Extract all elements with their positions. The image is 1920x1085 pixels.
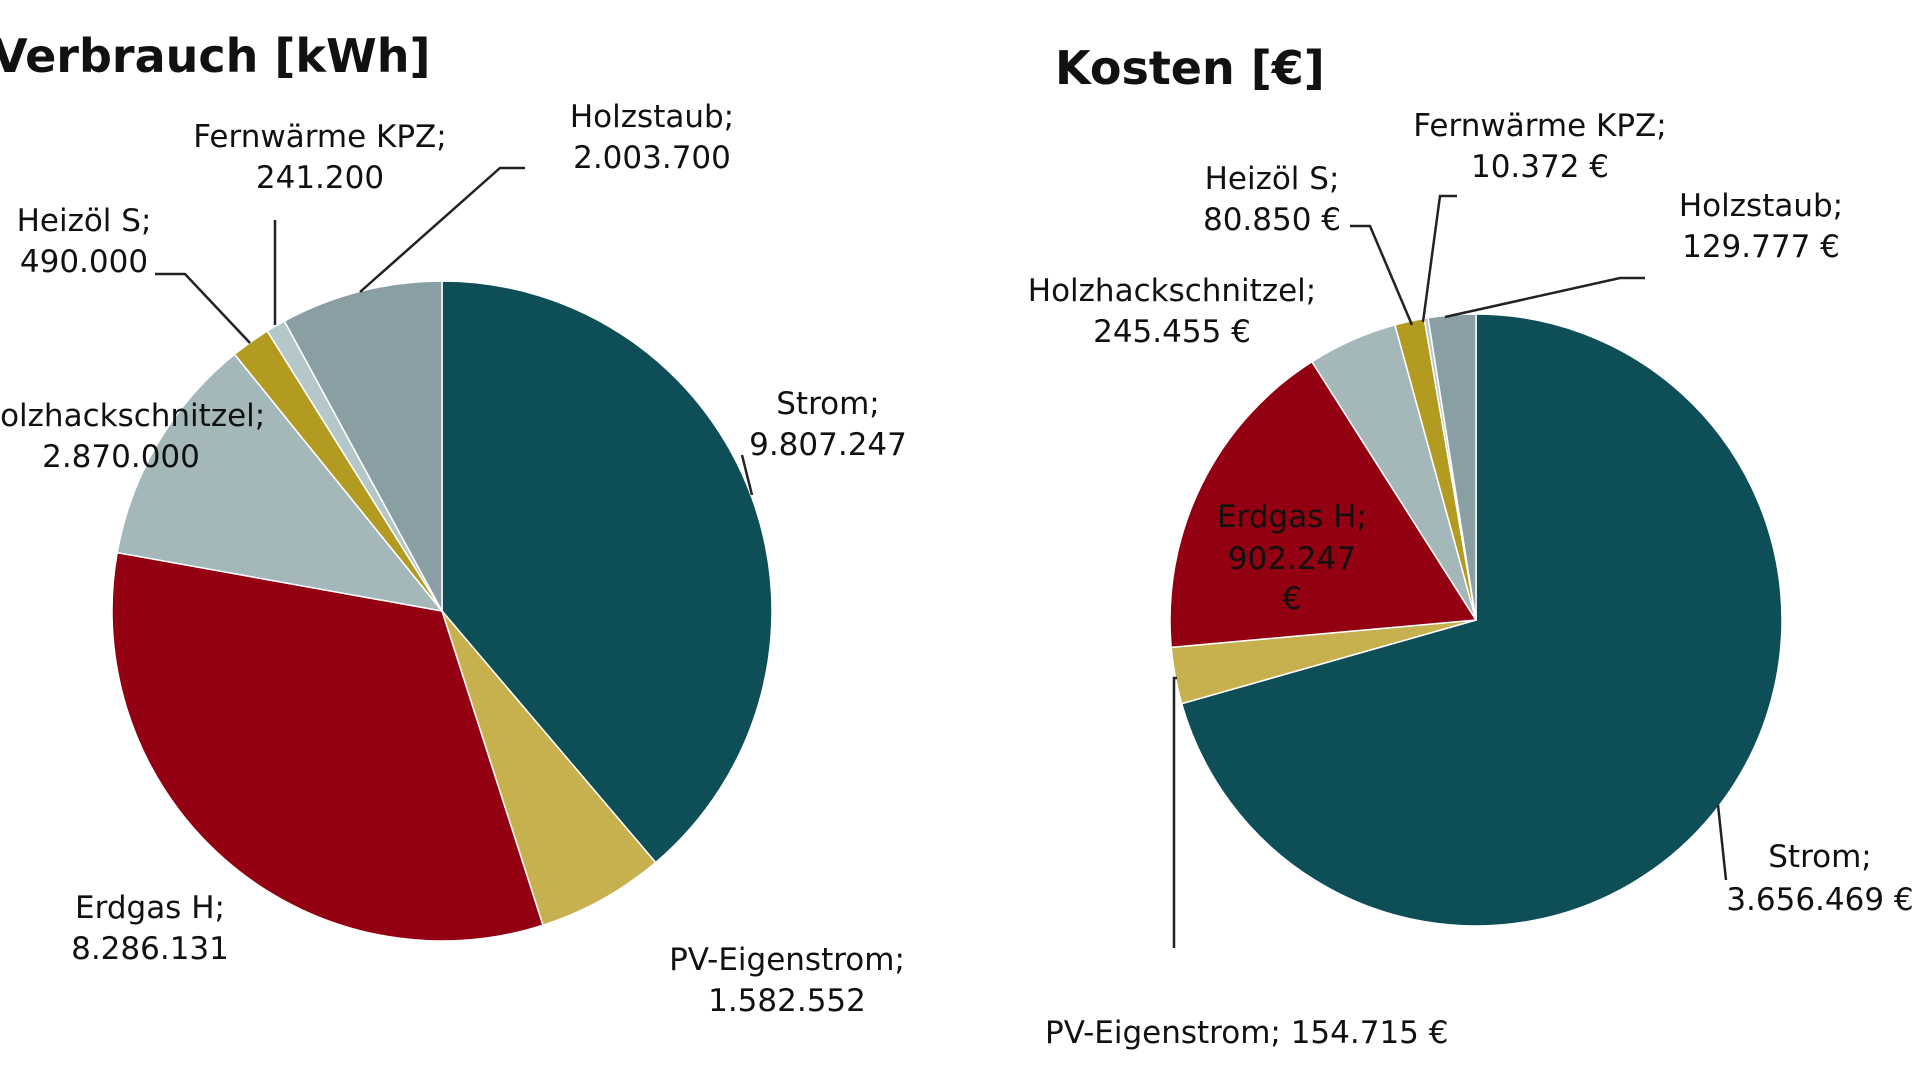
leader-line-strom-verbrauch xyxy=(740,454,754,496)
chart-title-kosten: Kosten [€] xyxy=(1055,41,1325,95)
data-label-holzstaub-kosten-value: 129.777 € xyxy=(1682,229,1840,265)
leader-line-holzstaub-verbrauch xyxy=(359,166,525,293)
data-label-strom-verbrauch: Strom; 9.807.247 xyxy=(749,386,907,463)
data-label-holzstaub-kosten: Holzstaub; 129.777 € xyxy=(1679,188,1843,265)
pie-slice-erdgas-h-kosten xyxy=(1169,360,1478,649)
pie-verbrauch xyxy=(111,280,773,942)
data-label-holzstaub-kosten-name: Holzstaub; xyxy=(1679,188,1843,224)
data-label-erdgas-verbrauch-name: Erdgas H; xyxy=(75,890,225,926)
data-label-holzhackschnitzel-verbrauch: Holzhackschnitzel; 2.870.000 xyxy=(0,398,265,475)
data-label-holzhackschnitzel-kosten-value: 245.455 € xyxy=(1093,314,1251,350)
data-label-erdgas-kosten-name: Erdgas H; xyxy=(1217,499,1367,535)
data-label-erdgas-kosten: Erdgas H; 902.247 € xyxy=(1217,499,1367,617)
pie-slice-strom-kosten xyxy=(1180,313,1783,927)
data-label-heizoel-verbrauch-name: Heizöl S; xyxy=(17,203,152,239)
leader-line-heizoel-kosten xyxy=(1350,224,1414,326)
data-label-heizoel-verbrauch-value: 490.000 xyxy=(20,244,148,280)
data-label-pv-verbrauch-name: PV-Eigenstrom; xyxy=(669,942,905,978)
data-label-fernwaerme-kosten-name: Fernwärme KPZ; xyxy=(1413,108,1666,144)
data-label-fernwaerme-verbrauch: Fernwärme KPZ; 241.200 xyxy=(193,119,446,196)
data-label-fernwaerme-verbrauch-value: 241.200 xyxy=(256,160,384,196)
leader-line-fernwaerme-kosten xyxy=(1421,194,1457,323)
data-label-holzhackschnitzel-verbrauch-name: Holzhackschnitzel; xyxy=(0,398,265,434)
data-label-strom-verbrauch-name: Strom; xyxy=(776,386,880,422)
leader-line-strom-kosten xyxy=(1716,804,1728,881)
data-label-pv-verbrauch: PV-Eigenstrom; 1.582.552 xyxy=(669,942,905,1019)
data-label-erdgas-verbrauch-value: 8.286.131 xyxy=(71,931,229,967)
data-label-erdgas-verbrauch: Erdgas H; 8.286.131 xyxy=(71,890,229,967)
data-label-erdgas-kosten-value: 902.247 xyxy=(1228,541,1356,577)
data-label-strom-kosten: Strom; 3.656.469 € xyxy=(1726,839,1913,918)
leader-line-pv-kosten xyxy=(1172,676,1177,948)
data-label-erdgas-kosten-unit: € xyxy=(1282,581,1302,617)
leader-line-heizoel-verbrauch xyxy=(155,272,251,344)
pie-kosten xyxy=(1169,313,1783,927)
data-label-holzhackschnitzel-verbrauch-value: 2.870.000 xyxy=(42,439,200,475)
data-label-holzhackschnitzel-kosten-name: Holzhackschnitzel; xyxy=(1028,273,1316,309)
pie-slice-strom-verbrauch xyxy=(441,280,773,864)
data-label-fernwaerme-verbrauch-name: Fernwärme KPZ; xyxy=(193,119,446,155)
data-label-heizoel-kosten-value: 80.850 € xyxy=(1203,202,1341,238)
pie-slice-pv-eigenstrom-verbrauch xyxy=(441,610,657,927)
data-label-fernwaerme-kosten-value: 10.372 € xyxy=(1471,149,1609,185)
pie-slice-holzhackschnitzel-verbrauch xyxy=(116,353,444,613)
data-label-holzhackschnitzel-kosten: Holzhackschnitzel; 245.455 € xyxy=(1028,273,1316,350)
data-label-pv-kosten: PV-Eigenstrom; 154.715 € xyxy=(1045,1015,1448,1051)
data-label-strom-verbrauch-value: 9.807.247 xyxy=(749,427,907,463)
data-label-holzstaub-verbrauch-name: Holzstaub; xyxy=(570,99,734,135)
data-label-fernwaerme-kosten: Fernwärme KPZ; 10.372 € xyxy=(1413,108,1666,185)
pie-slice-erdgas-h-verbrauch xyxy=(111,551,544,942)
data-label-strom-kosten-name: Strom; xyxy=(1768,839,1872,875)
data-label-pv-verbrauch-value: 1.582.552 xyxy=(708,983,866,1019)
leader-line-holzstaub-kosten xyxy=(1444,276,1645,319)
data-label-heizoel-kosten: Heizöl S; 80.850 € xyxy=(1203,161,1341,238)
data-label-heizoel-kosten-name: Heizöl S; xyxy=(1205,161,1340,197)
data-label-pv-kosten-name: PV-Eigenstrom; 154.715 € xyxy=(1045,1015,1448,1051)
data-label-heizoel-verbrauch: Heizöl S; 490.000 xyxy=(17,203,152,280)
data-label-holzstaub-verbrauch: Holzstaub; 2.003.700 xyxy=(570,99,734,176)
data-label-strom-kosten-value: 3.656.469 € xyxy=(1726,882,1913,918)
chart-title-verbrauch: Verbrauch [kWh] xyxy=(0,29,431,83)
data-label-holzstaub-verbrauch-value: 2.003.700 xyxy=(573,140,731,176)
